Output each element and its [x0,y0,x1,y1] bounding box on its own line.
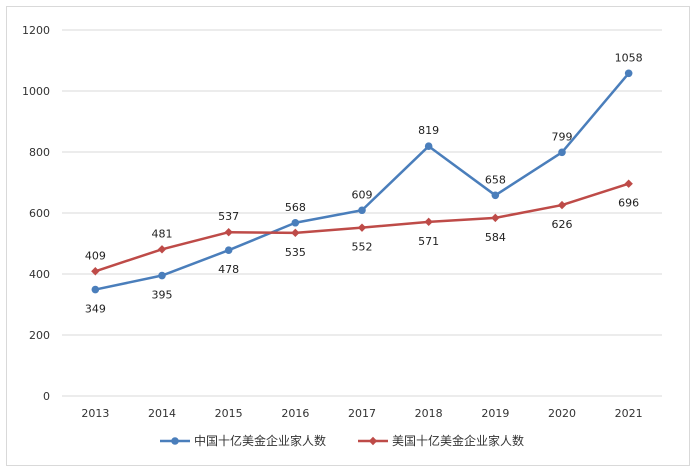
data-point [358,206,366,215]
data-point [224,246,233,255]
x-tick-label: 2018 [415,407,443,420]
data-point [557,200,567,210]
x-tick-label: 2016 [281,407,309,420]
x-tick-label: 2015 [215,407,243,420]
data-label: 535 [285,246,306,259]
data-point [424,142,433,151]
data-label: 537 [218,210,239,223]
data-label: 799 [552,130,573,143]
data-label: 349 [85,303,106,316]
data-point [491,191,500,200]
data-label: 568 [285,201,306,214]
data-label: 1058 [615,51,643,64]
data-label: 584 [485,231,506,244]
series-line [95,72,630,291]
data-point [491,213,500,223]
data-point [624,179,633,188]
data-label: 658 [485,173,506,186]
data-point [158,271,166,280]
x-tick-label: 2017 [348,407,376,420]
y-tick-label: 1200 [22,24,50,37]
data-label: 819 [418,124,439,137]
y-tick-label: 800 [29,146,50,159]
data-point [157,245,167,254]
x-tick-label: 2021 [615,407,643,420]
legend-label: 中国十亿美金企业家人数 [194,433,326,448]
legend-marker [368,436,378,446]
y-tick-label: 400 [29,268,50,281]
x-tick-label: 2013 [81,407,109,420]
y-tick-label: 200 [29,329,50,342]
data-point [291,228,300,238]
y-tick-label: 1000 [22,85,50,98]
data-point [424,217,433,227]
x-tick-label: 2014 [148,407,176,420]
x-tick-label: 2019 [481,407,509,420]
data-point [558,148,566,157]
data-point [624,69,633,78]
data-label: 696 [618,197,639,210]
data-label: 609 [352,188,373,201]
y-tick-label: 600 [29,207,50,220]
data-label: 481 [152,227,173,240]
x-tick-label: 2020 [548,407,576,420]
legend-label: 美国十亿美金企业家人数 [392,433,524,448]
y-tick-label: 0 [43,390,50,403]
data-label: 626 [552,218,573,231]
data-label: 552 [352,241,373,254]
data-point [291,218,300,227]
chart-frame [6,6,690,466]
data-point [357,223,367,232]
data-label: 395 [152,289,173,302]
data-label: 409 [85,249,106,262]
legend-marker [171,437,179,445]
data-label: 571 [418,235,439,248]
data-label: 478 [218,263,239,276]
data-point [91,267,100,276]
data-point [91,285,100,294]
data-point [224,228,233,237]
